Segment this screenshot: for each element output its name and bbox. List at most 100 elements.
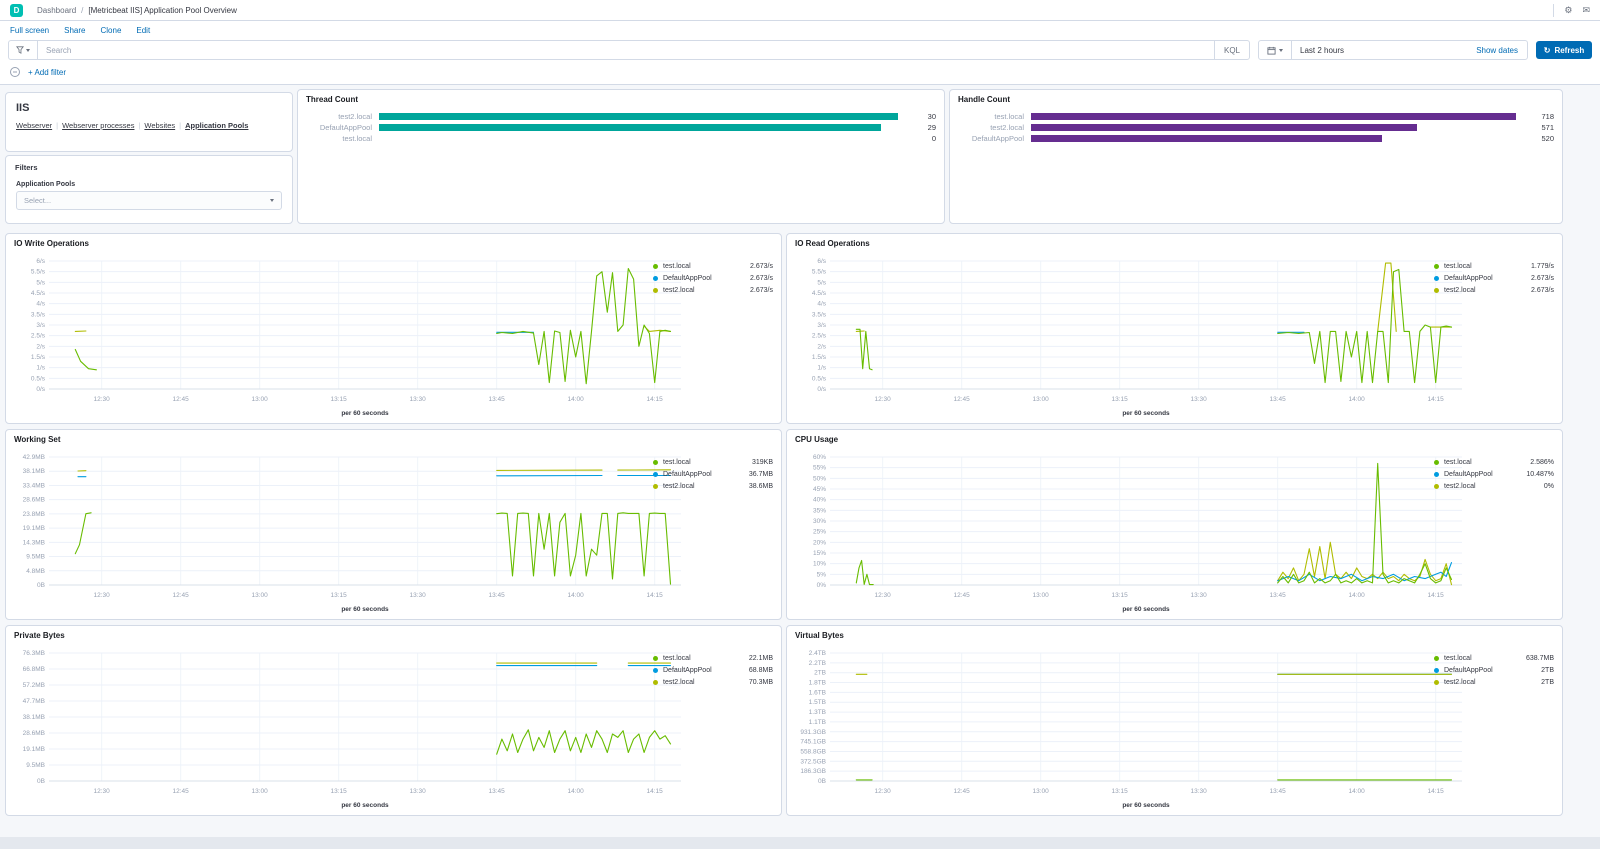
y-axis-tick: 1.5/s [31, 354, 46, 361]
legend-value: 2.673/s [750, 275, 773, 282]
x-axis-tick: 12:45 [954, 592, 971, 599]
x-axis-tick: 12:30 [875, 788, 892, 795]
full-screen-button[interactable]: Full screen [10, 26, 49, 35]
query-language-button[interactable]: KQL [1214, 41, 1249, 59]
legend-dot-icon [653, 472, 658, 477]
iis-nav-link-webserver-processes[interactable]: Webserver processes [62, 121, 134, 130]
y-axis-tick: 4.5/s [31, 290, 46, 297]
gear-icon[interactable]: ⚙ [1564, 6, 1572, 15]
legend-label: test.local [663, 655, 691, 662]
x-axis-tick: 13:30 [1191, 788, 1208, 795]
x-axis-tick: 14:00 [1349, 788, 1366, 795]
chevron-down-icon [270, 199, 274, 202]
y-axis-tick: 30% [813, 518, 826, 525]
clone-button[interactable]: Clone [100, 26, 121, 35]
refresh-icon: ↻ [1544, 46, 1551, 55]
filter-options-button[interactable] [9, 66, 21, 78]
legend-dot-icon [1434, 460, 1439, 465]
y-axis-tick: 2TB [814, 670, 826, 677]
bar-series-label: test.local [958, 112, 1031, 121]
time-range-value[interactable]: Last 2 hours [1292, 46, 1344, 55]
saved-query-menu-button[interactable] [9, 41, 38, 59]
bar [379, 124, 881, 131]
filter-bar: + Add filter [0, 62, 1600, 85]
x-axis-tick: 13:15 [1112, 788, 1129, 795]
y-axis-tick: 4/s [36, 301, 45, 308]
legend-dot-icon [1434, 276, 1439, 281]
x-axis-tick: 14:15 [647, 592, 664, 599]
y-axis-tick: 1.5TB [809, 699, 826, 706]
x-axis-tick: 14:15 [647, 396, 664, 403]
iis-nav-link-application-pools[interactable]: Application Pools [185, 121, 248, 130]
bar-track [379, 135, 898, 142]
series-line [75, 350, 96, 370]
x-axis-tick: 13:45 [1270, 592, 1287, 599]
show-dates-button[interactable]: Show dates [1476, 46, 1527, 55]
x-axis-tick: 13:30 [410, 788, 427, 795]
x-axis-tick: 12:45 [954, 396, 971, 403]
panel-title: Thread Count [306, 95, 358, 104]
envelope-icon[interactable]: ✉ [1582, 6, 1590, 15]
refresh-button[interactable]: ↻ Refresh [1536, 41, 1592, 59]
bar-value: 571 [1516, 123, 1554, 132]
legend-value: 10.487% [1526, 471, 1554, 478]
bar-track [1031, 135, 1516, 142]
calendar-menu-button[interactable] [1259, 41, 1292, 59]
y-axis-tick: 0% [817, 582, 827, 589]
legend-dot-icon [1434, 668, 1439, 673]
breadcrumb: Dashboard/[Metricbeat IIS] Application P… [37, 6, 237, 15]
x-axis-title: per 60 seconds [341, 802, 389, 809]
legend-label: test2.local [1444, 483, 1476, 490]
search-input[interactable] [38, 46, 1214, 55]
breadcrumb-dashboard[interactable]: Dashboard [37, 6, 76, 15]
x-axis-tick: 14:15 [1428, 788, 1445, 795]
iis-nav-link-webserver[interactable]: Webserver [16, 121, 52, 130]
y-axis-tick: 10% [813, 561, 826, 568]
x-axis-tick: 13:45 [489, 788, 506, 795]
application-pools-select[interactable]: Select... [16, 191, 282, 210]
refresh-label: Refresh [1554, 46, 1584, 55]
iis-nav-link-websites[interactable]: Websites [144, 121, 175, 130]
share-button[interactable]: Share [64, 26, 85, 35]
bar [1031, 124, 1417, 131]
legend-label: test2.local [1444, 679, 1476, 686]
bar-value: 30 [898, 112, 936, 121]
space-avatar[interactable]: D [10, 4, 23, 17]
add-filter-button[interactable]: + Add filter [28, 68, 66, 77]
select-placeholder: Select... [24, 196, 51, 205]
y-axis-tick: 5/s [36, 279, 45, 286]
y-axis-tick: 0/s [817, 386, 826, 393]
x-axis-tick: 13:00 [252, 592, 269, 599]
edit-button[interactable]: Edit [136, 26, 150, 35]
legend-value: 38.6MB [749, 483, 773, 490]
